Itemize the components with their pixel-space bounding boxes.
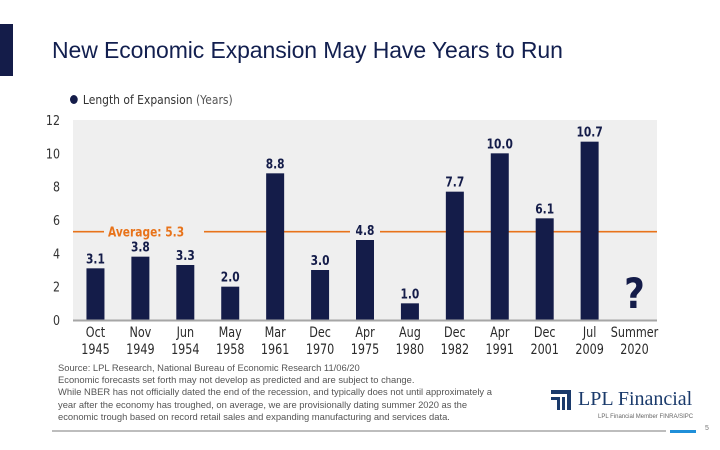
y-tick-label: 0 xyxy=(53,313,60,328)
legend-marker-icon xyxy=(70,95,78,104)
bar xyxy=(311,270,330,320)
bar-value-label: 10.0 xyxy=(487,136,513,151)
x-tick-label-period: Oct xyxy=(86,324,105,341)
x-tick-label-year: 1949 xyxy=(126,341,154,358)
footnote-source: Source: LPL Research, National Bureau of… xyxy=(58,362,360,373)
bar-value-label: 3.3 xyxy=(176,248,195,263)
bar-label-bg xyxy=(529,201,560,216)
x-tick-label-period: Dec xyxy=(444,324,466,341)
bar xyxy=(266,173,285,320)
footnote-line: year after the economy has troughed, on … xyxy=(58,398,468,410)
bar xyxy=(490,153,509,320)
y-tick-label: 2 xyxy=(53,280,60,295)
bar-label-bg xyxy=(170,248,201,262)
x-tick-label-year: 1980 xyxy=(396,341,424,358)
x-tick-label-period: Dec xyxy=(309,324,331,341)
bar-label-bg xyxy=(80,251,111,266)
x-tick-label-period: Nov xyxy=(129,324,151,341)
x-tick-label-period: Apr xyxy=(490,324,510,341)
x-tick-label-period: May xyxy=(219,324,243,341)
bar xyxy=(221,286,240,320)
y-tick-label: 6 xyxy=(53,213,60,228)
bar xyxy=(176,265,195,320)
y-tick-label: 8 xyxy=(53,180,60,195)
bar-value-label: 8.8 xyxy=(266,156,285,171)
x-tick-label-period: Jul xyxy=(582,324,596,341)
y-tick-label: 4 xyxy=(53,246,60,261)
bar-value-label: 3.8 xyxy=(131,240,150,255)
bar xyxy=(580,141,599,320)
footer-accent-bar xyxy=(670,430,696,433)
average-label: Average: 5.3 xyxy=(108,225,184,240)
x-axis-labels: Oct1945Nov1949Jun1954May1958Mar1961Dec19… xyxy=(81,324,659,358)
bar-label-bg xyxy=(305,253,336,267)
lpl-logo: LPL Financial xyxy=(551,388,692,411)
lpl-logo-text: LPL Financial xyxy=(578,388,693,410)
bar-value-label: 6.1 xyxy=(535,201,554,216)
bar xyxy=(131,256,150,320)
unknown-value-marker: ? xyxy=(624,270,645,318)
x-tick-label-period: Summer xyxy=(611,324,659,341)
bar-label-bg xyxy=(574,124,605,139)
legend-label: Length of Expansion (Years) xyxy=(83,92,233,107)
x-tick-label-year: 1954 xyxy=(171,341,199,358)
x-tick-label-period: Aug xyxy=(399,324,421,341)
x-tick-label-year: 2020 xyxy=(620,341,648,358)
x-tick-label-year: 1961 xyxy=(261,341,289,358)
footnote-line: economic trough based on record retail s… xyxy=(58,410,450,422)
member-disclosure: LPL Financial Member FINRA/SIPC xyxy=(598,414,694,420)
bar-value-label: 10.7 xyxy=(576,125,602,140)
footnote-line: While NBER has not officially dated the … xyxy=(58,386,492,398)
x-tick-label-period: Jun xyxy=(176,324,194,341)
x-tick-label-year: 2001 xyxy=(530,341,558,358)
x-tick-label-year: 1975 xyxy=(351,341,379,358)
y-tick-label: 10 xyxy=(46,146,60,161)
bar-value-label: 3.1 xyxy=(86,251,105,266)
bar-label-bg xyxy=(260,156,291,171)
x-tick-label-year: 1958 xyxy=(216,341,244,358)
bar-label-bg xyxy=(439,174,470,189)
y-tick-label: 12 xyxy=(46,113,60,128)
bar-value-label: 1.0 xyxy=(400,286,419,301)
chart-legend: Length of Expansion (Years) xyxy=(70,92,233,107)
x-tick-label-year: 1970 xyxy=(306,341,334,358)
bar-value-label: 4.8 xyxy=(356,223,375,238)
x-tick-label-period: Apr xyxy=(355,324,375,341)
page-title: New Economic Expansion May Have Years to… xyxy=(52,37,563,63)
x-tick-label-year: 1945 xyxy=(81,341,109,358)
bar-value-label: 2.0 xyxy=(221,270,240,285)
bar xyxy=(400,303,419,320)
legend-unit: (Years) xyxy=(195,92,233,107)
bar xyxy=(86,268,105,320)
bar-label-bg xyxy=(394,286,425,301)
legend-label-text: Length of Expansion xyxy=(82,92,193,107)
footer-divider xyxy=(52,430,666,432)
bars: 3.1 3.8 3.3 2.0 8.8 3.0 4.8 1.0 7.7 10.0 6.1 10.7? xyxy=(80,124,645,320)
bar-label-bg xyxy=(484,136,515,151)
x-tick-label-period: Mar xyxy=(265,324,287,341)
footnote-disclaimer: Economic forecasts set forth may not dev… xyxy=(58,374,415,386)
bar xyxy=(535,218,554,320)
x-tick-label-year: 1982 xyxy=(441,341,469,358)
page-number: 5 xyxy=(705,425,709,432)
footnotes: Source: LPL Research, National Bureau of… xyxy=(58,362,538,423)
bar xyxy=(356,240,374,320)
bar xyxy=(445,191,464,320)
lpl-logo-mark-icon xyxy=(551,389,571,410)
x-tick-label-year: 2009 xyxy=(575,341,603,358)
bar-label-bg xyxy=(350,223,380,237)
bar-value-label: 3.0 xyxy=(311,253,330,268)
x-tick-label-year: 1991 xyxy=(486,341,514,358)
bar-label-bg xyxy=(215,269,246,284)
y-axis-ticks: 0 2 4 6 8 10 12 xyxy=(46,113,60,328)
x-tick-label-period: Dec xyxy=(534,324,556,341)
bar-label-bg xyxy=(125,239,156,254)
average-label-bg xyxy=(104,223,204,240)
bar-value-label: 7.7 xyxy=(445,175,464,190)
side-accent-tab xyxy=(0,24,13,76)
